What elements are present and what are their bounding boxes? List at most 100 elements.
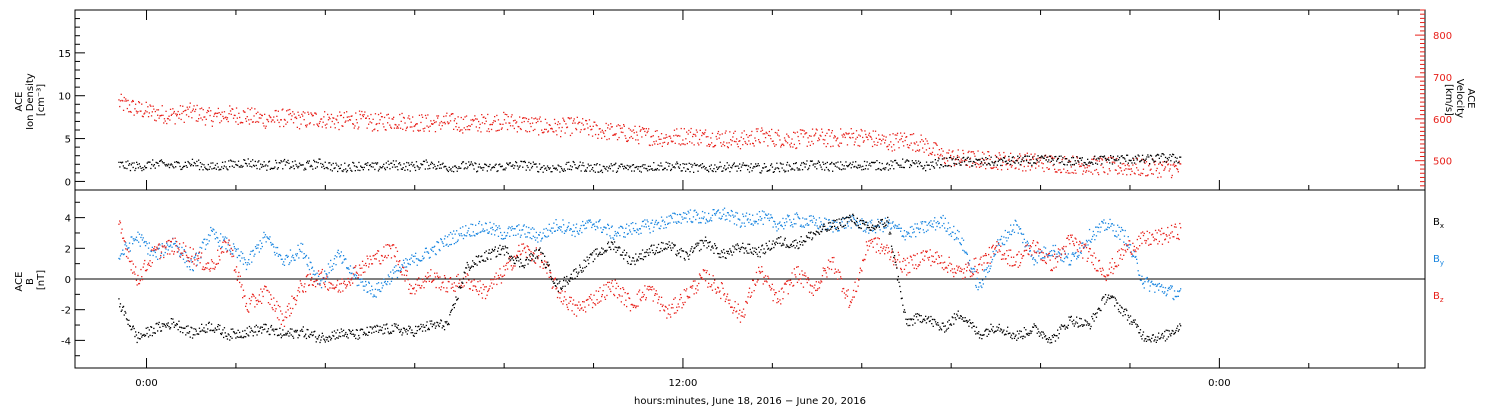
- density-point: [395, 160, 397, 162]
- bz-point: [705, 272, 707, 274]
- bz-point: [720, 297, 722, 300]
- velocity-point: [1085, 171, 1087, 173]
- by-point: [718, 217, 720, 219]
- density-point: [714, 164, 716, 166]
- by-point: [419, 260, 421, 262]
- by-point: [964, 252, 966, 254]
- velocity-point: [822, 138, 824, 141]
- by-point: [653, 226, 655, 228]
- density-point: [912, 162, 914, 164]
- by-point: [1163, 292, 1165, 294]
- by-point: [667, 222, 669, 224]
- velocity-point: [653, 141, 655, 143]
- velocity-point: [120, 93, 122, 95]
- bz-point: [531, 258, 534, 261]
- by-point: [202, 242, 204, 244]
- density-point: [437, 165, 439, 167]
- velocity-point: [895, 138, 897, 140]
- density-point: [356, 166, 358, 168]
- b-tick-label: -4: [61, 336, 71, 347]
- velocity-point: [679, 135, 681, 137]
- bz-point: [277, 304, 279, 307]
- velocity-point: [429, 125, 431, 127]
- velocity-point: [432, 123, 434, 125]
- by-point: [176, 244, 178, 247]
- by-point: [692, 216, 695, 218]
- density-point: [167, 163, 170, 165]
- velocity-point: [760, 130, 762, 132]
- bz-point: [726, 295, 728, 298]
- bz-point: [519, 250, 521, 252]
- velocity-point: [625, 137, 627, 139]
- by-point: [278, 253, 280, 256]
- density-point: [529, 169, 531, 171]
- by-point: [877, 218, 879, 221]
- velocity-point: [643, 128, 645, 130]
- density-point: [641, 165, 643, 167]
- velocity-point: [1060, 171, 1062, 174]
- by-point: [619, 234, 621, 237]
- by-point: [415, 252, 417, 254]
- bz-point: [639, 298, 641, 300]
- by-point: [128, 242, 131, 244]
- by-point: [167, 249, 169, 251]
- velocity-point: [475, 118, 477, 120]
- bz-point: [580, 308, 582, 310]
- by-point: [585, 227, 588, 229]
- velocity-point: [516, 131, 518, 133]
- velocity-point: [469, 125, 471, 127]
- density-point: [379, 166, 381, 168]
- velocity-point: [1119, 167, 1121, 169]
- velocity-point: [1036, 161, 1038, 163]
- density-point: [767, 169, 769, 172]
- by-point: [286, 254, 288, 256]
- density-point: [286, 161, 288, 164]
- velocity-point: [1142, 168, 1145, 170]
- velocity-point: [1094, 169, 1096, 172]
- density-point: [220, 168, 222, 171]
- density-point: [950, 165, 952, 168]
- density-point: [572, 160, 574, 163]
- density-point: [1126, 154, 1129, 156]
- by-point: [330, 269, 333, 272]
- velocity-point: [458, 126, 460, 129]
- velocity-point: [166, 117, 169, 120]
- bz-point: [236, 279, 238, 281]
- by-point: [132, 243, 134, 245]
- by-point: [605, 227, 607, 229]
- by-point: [739, 219, 741, 221]
- by-point: [991, 258, 994, 261]
- density-point: [527, 166, 529, 169]
- velocity-point: [764, 137, 767, 139]
- by-point: [610, 226, 613, 228]
- density-point: [771, 166, 774, 168]
- by-point: [1077, 256, 1079, 258]
- by-point: [655, 219, 657, 222]
- velocity-point: [626, 140, 628, 142]
- density-point: [1018, 157, 1021, 159]
- velocity-point: [121, 99, 123, 102]
- by-point: [1076, 258, 1078, 260]
- bz-point: [695, 292, 698, 294]
- velocity-point: [352, 123, 354, 125]
- bz-point: [487, 289, 490, 291]
- bz-point: [409, 292, 411, 295]
- density-point: [398, 163, 400, 165]
- bz-point: [666, 317, 668, 319]
- by-point: [1135, 255, 1137, 258]
- density-point: [687, 168, 689, 170]
- velocity-point: [476, 118, 478, 120]
- bz-point: [424, 275, 427, 277]
- density-point: [975, 158, 977, 160]
- by-point: [528, 232, 531, 234]
- velocity-point: [316, 123, 318, 125]
- by-point: [522, 229, 524, 231]
- velocity-point: [1077, 160, 1079, 163]
- velocity-point: [974, 155, 976, 157]
- density-point: [429, 167, 431, 170]
- velocity-point: [884, 139, 887, 141]
- velocity-point: [669, 135, 671, 137]
- velocity-point: [781, 143, 783, 145]
- bz-point: [510, 265, 512, 267]
- velocity-point: [1058, 162, 1060, 164]
